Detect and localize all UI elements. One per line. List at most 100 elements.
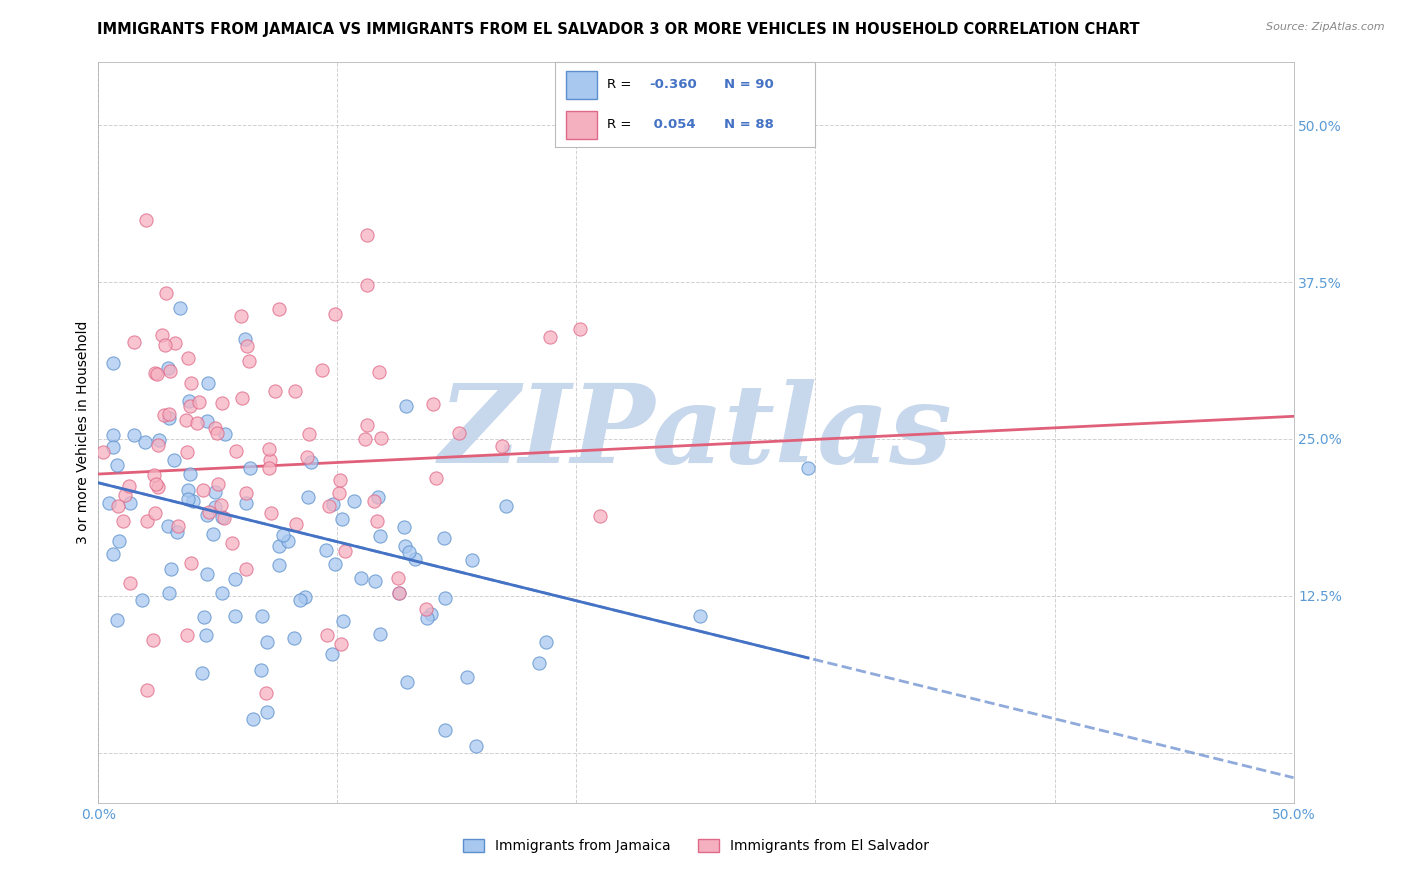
Point — [259, 442, 281, 456]
Point — [198, 505, 221, 519]
Text: -0.360: -0.360 — [650, 78, 697, 91]
Point — [288, 593, 311, 607]
Point — [91, 445, 114, 459]
Point — [356, 417, 378, 432]
Point — [231, 391, 253, 405]
Point — [114, 488, 136, 502]
Point — [165, 335, 187, 350]
Point — [235, 495, 257, 509]
Point — [322, 497, 344, 511]
Point — [297, 490, 319, 504]
Point — [260, 506, 283, 520]
Point — [157, 361, 180, 376]
Point — [449, 425, 471, 440]
Point — [422, 397, 444, 411]
Point — [538, 330, 561, 344]
Point — [174, 412, 197, 426]
Point — [166, 525, 188, 540]
Point — [330, 637, 353, 651]
Point — [323, 307, 346, 321]
Point — [204, 500, 226, 514]
Point — [388, 586, 411, 600]
Point — [153, 338, 176, 352]
Point — [207, 477, 229, 491]
FancyBboxPatch shape — [565, 111, 598, 139]
Point — [177, 491, 200, 506]
Point — [267, 301, 290, 316]
FancyBboxPatch shape — [565, 71, 598, 99]
Point — [221, 535, 243, 549]
Point — [311, 363, 333, 377]
Point — [145, 368, 167, 382]
Text: 0.054: 0.054 — [650, 119, 696, 131]
Point — [433, 531, 456, 545]
Point — [491, 439, 513, 453]
Point — [392, 520, 415, 534]
Point — [350, 571, 373, 585]
Text: R =: R = — [607, 78, 631, 91]
Point — [689, 609, 711, 624]
Point — [285, 517, 308, 532]
Point — [204, 484, 226, 499]
Point — [419, 607, 441, 622]
Point — [179, 399, 201, 413]
Point — [142, 468, 165, 483]
Point — [298, 427, 321, 442]
Point — [589, 509, 612, 524]
Point — [395, 399, 418, 413]
Point — [277, 534, 299, 549]
Point — [460, 553, 482, 567]
Point — [136, 683, 159, 698]
Point — [118, 576, 141, 591]
Point — [465, 739, 488, 754]
Point — [211, 498, 233, 512]
Point — [256, 634, 278, 648]
Legend: Immigrants from Jamaica, Immigrants from El Salvador: Immigrants from Jamaica, Immigrants from… — [457, 833, 935, 859]
Point — [205, 426, 228, 441]
Point — [191, 483, 214, 497]
Point — [569, 322, 592, 336]
Point — [111, 515, 134, 529]
Point — [176, 445, 198, 459]
Point — [155, 286, 177, 301]
Point — [225, 444, 247, 458]
Point — [176, 628, 198, 642]
Point — [107, 458, 129, 472]
Point — [195, 508, 218, 522]
Point — [233, 332, 256, 346]
Point — [434, 591, 457, 606]
Point — [333, 544, 356, 558]
Point — [370, 431, 392, 445]
Point — [294, 591, 316, 605]
Point — [101, 356, 124, 370]
Point — [195, 567, 218, 582]
Point — [388, 585, 411, 599]
Point — [318, 500, 340, 514]
Text: IMMIGRANTS FROM JAMAICA VS IMMIGRANTS FROM EL SALVADOR 3 OR MORE VEHICLES IN HOU: IMMIGRANTS FROM JAMAICA VS IMMIGRANTS FR… — [97, 22, 1140, 37]
Point — [328, 486, 350, 500]
Point — [136, 515, 159, 529]
Point — [396, 675, 419, 690]
Point — [145, 476, 167, 491]
Point — [239, 460, 262, 475]
Text: ZIPatlas: ZIPatlas — [439, 379, 953, 486]
Point — [211, 509, 233, 524]
Point — [242, 712, 264, 726]
Point — [398, 545, 420, 559]
Point — [527, 656, 550, 670]
Point — [131, 593, 153, 607]
Point — [150, 327, 173, 342]
Point — [364, 574, 387, 589]
Point — [356, 277, 378, 292]
Point — [534, 634, 557, 648]
Point — [193, 610, 215, 624]
Point — [366, 514, 388, 528]
Point — [495, 499, 517, 513]
Point — [186, 416, 208, 430]
Point — [356, 228, 378, 243]
Point — [264, 384, 287, 398]
Point — [159, 364, 181, 378]
Point — [368, 529, 391, 543]
Point — [135, 212, 157, 227]
Point — [456, 670, 478, 684]
